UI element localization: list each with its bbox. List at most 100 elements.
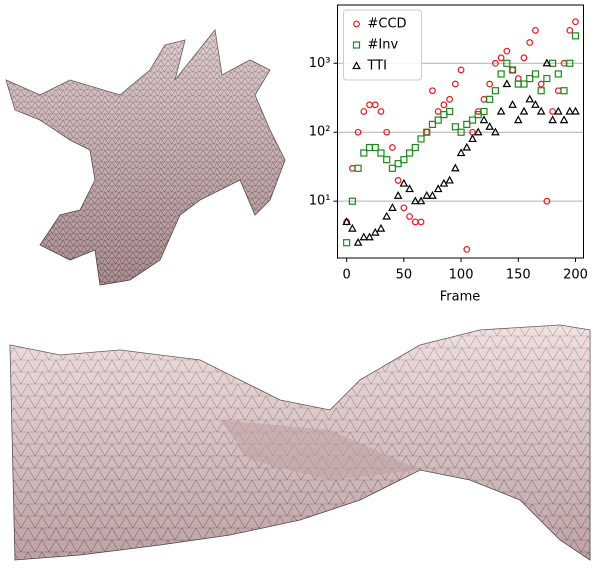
data-point — [452, 165, 459, 171]
data-point — [538, 108, 545, 114]
data-point — [395, 161, 401, 167]
data-point — [446, 177, 453, 183]
data-point — [383, 213, 390, 219]
data-point — [418, 136, 424, 142]
data-point — [401, 205, 407, 211]
data-point — [549, 117, 556, 123]
data-point — [538, 88, 544, 94]
data-point — [481, 108, 487, 114]
data-point — [550, 109, 556, 115]
data-point — [452, 124, 458, 130]
data-point — [527, 76, 533, 82]
x-tick-label: 50 — [396, 268, 413, 283]
data-point — [556, 88, 562, 94]
x-tick-label: 150 — [506, 268, 531, 283]
mesh-render-bottom — [10, 325, 590, 560]
data-point — [458, 67, 464, 73]
data-point — [378, 225, 385, 231]
data-point — [418, 219, 424, 225]
data-point — [447, 108, 453, 114]
data-point — [555, 71, 561, 77]
data-point — [435, 109, 441, 115]
data-point — [429, 121, 435, 127]
legend-label: #Inv — [368, 38, 399, 53]
data-point — [572, 108, 579, 114]
data-point — [464, 121, 470, 127]
data-point — [521, 108, 528, 114]
data-point — [573, 19, 579, 25]
data-point — [429, 192, 436, 198]
x-tick-label: 100 — [449, 268, 474, 283]
data-point — [515, 117, 522, 123]
data-point — [532, 71, 538, 77]
data-point — [486, 123, 493, 129]
legend-label: #CCD — [368, 17, 407, 32]
data-point — [407, 150, 413, 156]
data-point — [561, 117, 568, 123]
data-point — [384, 157, 390, 163]
data-point — [378, 150, 384, 156]
data-point — [470, 117, 476, 123]
data-point — [521, 81, 527, 87]
data-point — [498, 108, 505, 114]
data-point — [463, 144, 470, 150]
data-point — [510, 67, 516, 73]
data-point — [412, 145, 418, 151]
x-axis-label: Frame — [440, 290, 481, 305]
data-point — [401, 180, 408, 186]
data-point — [538, 81, 544, 87]
figure: Frame 10¹ 10² 10³ 0 50 100 150 200 #CCD #Inv TTI — [0, 0, 595, 567]
data-point — [481, 97, 487, 103]
data-point — [567, 28, 573, 34]
legend-label: TTI — [367, 59, 388, 74]
data-point — [498, 55, 504, 61]
data-point — [389, 204, 396, 210]
data-point — [544, 76, 550, 82]
y-tick-label: 10² — [309, 125, 331, 140]
mesh-render-top — [6, 30, 285, 285]
data-point — [390, 145, 396, 151]
data-point — [389, 165, 395, 171]
data-point — [343, 218, 350, 224]
data-point — [509, 101, 516, 107]
data-point — [498, 71, 504, 77]
data-point — [561, 88, 567, 94]
data-point — [401, 157, 407, 163]
data-point — [355, 165, 361, 171]
data-point — [372, 229, 379, 235]
page: {"chart_data": {"type": "scatter", "xlab… — [0, 0, 595, 571]
data-point — [361, 109, 367, 115]
data-point — [361, 150, 367, 156]
data-point — [504, 48, 510, 54]
data-point — [469, 135, 476, 141]
data-point — [521, 55, 527, 61]
data-point — [372, 145, 378, 151]
data-point — [527, 40, 533, 46]
data-point — [441, 102, 447, 108]
data-point — [430, 88, 436, 94]
data-point — [441, 112, 447, 118]
data-point — [533, 28, 539, 34]
data-point — [413, 219, 419, 225]
data-point — [367, 102, 373, 108]
data-point — [487, 81, 493, 87]
data-point — [487, 96, 493, 102]
data-point — [378, 109, 384, 115]
data-point — [555, 108, 562, 114]
x-tick-label: 200 — [563, 268, 588, 283]
data-point — [464, 247, 470, 253]
y-tick-label: 10³ — [309, 56, 331, 71]
data-point — [367, 145, 373, 151]
data-point — [407, 214, 413, 220]
data-point — [526, 96, 533, 102]
data-point — [395, 192, 402, 198]
data-point — [572, 33, 578, 39]
data-point — [453, 81, 459, 87]
data-point — [504, 81, 511, 87]
data-point — [350, 165, 356, 171]
y-tick-label: 10¹ — [309, 194, 331, 209]
data-point — [447, 97, 453, 103]
data-point — [349, 225, 356, 231]
x-tick-label: 0 — [343, 268, 351, 283]
data-point — [344, 240, 350, 246]
